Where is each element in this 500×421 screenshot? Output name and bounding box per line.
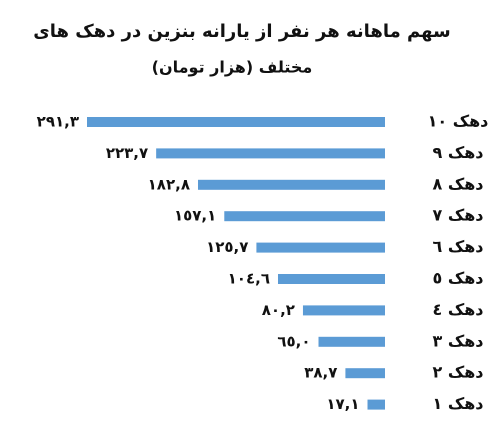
bar: [302, 305, 385, 316]
category-label: دهک ۷: [432, 206, 483, 225]
value-label: ۱۲٥,۷: [206, 238, 248, 256]
chart-title: سهم ماهانه هر نفر از یارانه بنزین در دهک…: [33, 21, 451, 42]
value-label: ۱٥۷,۱: [174, 207, 216, 225]
value-label: ۳۸,۷: [304, 364, 337, 382]
category-label: دهک ۱: [432, 394, 483, 413]
bar: [87, 117, 386, 127]
bar: [318, 336, 385, 347]
category-label: دهک ٥: [432, 269, 483, 288]
value-label: ۲۹۱,۳: [37, 113, 79, 131]
value-label: ۱۰٤,٦: [228, 270, 270, 288]
chart-subtitle: مختلف (هزار تومان): [152, 58, 313, 77]
bar: [224, 211, 385, 222]
value-label: ۸۰,۲: [262, 301, 295, 319]
bar: [277, 274, 385, 284]
bar: [345, 368, 385, 379]
bar: [197, 179, 385, 190]
value-label: ۱۷,۱: [326, 395, 359, 413]
value-label: ٦٥,۰: [277, 332, 310, 350]
value-label: ۲۲۳,۷: [106, 144, 148, 162]
bar: [367, 399, 385, 410]
category-label: دهک ۸: [432, 174, 483, 193]
category-label: دهک ۹: [432, 143, 483, 162]
bar: [156, 148, 385, 159]
category-label: دهک ۳: [432, 331, 483, 350]
value-label: ۱۸۲,۸: [148, 175, 190, 193]
bar: [256, 242, 385, 253]
category-label: دهک ٤: [432, 300, 483, 319]
category-label: دهک ٦: [432, 237, 483, 256]
category-label: دهک ۲: [432, 363, 483, 382]
category-label: دهک ۱۰: [428, 112, 489, 131]
